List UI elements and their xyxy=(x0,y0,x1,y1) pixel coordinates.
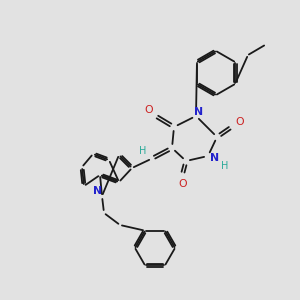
Text: O: O xyxy=(179,179,187,189)
Text: H: H xyxy=(139,146,147,156)
Text: N: N xyxy=(210,153,220,163)
Text: H: H xyxy=(221,161,229,171)
Text: O: O xyxy=(236,117,244,127)
Text: N: N xyxy=(93,186,103,196)
Text: O: O xyxy=(145,105,153,115)
Text: N: N xyxy=(194,107,204,117)
